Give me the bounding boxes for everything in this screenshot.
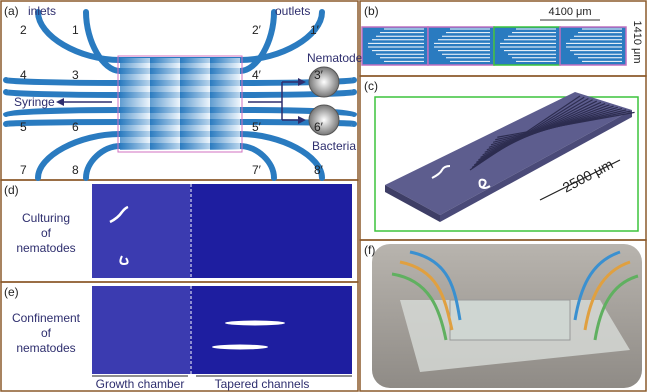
panels-d-e <box>92 184 352 374</box>
caption: Culturing <box>22 211 70 225</box>
port: 6′ <box>314 120 324 134</box>
port: 6 <box>72 120 79 134</box>
panel-label: (d) <box>4 183 19 197</box>
port: 2′ <box>252 23 262 37</box>
chamber-column <box>180 58 210 150</box>
chamber-column <box>150 58 180 150</box>
panel-label: (f) <box>364 243 375 257</box>
panel-a <box>6 12 354 178</box>
chamber-column <box>120 58 150 150</box>
panel-label: (a) <box>4 4 19 18</box>
port: 1 <box>72 23 79 37</box>
port: 8 <box>72 163 79 177</box>
figure: (a) inlets outlets 2 1 4 3 5 6 7 8 2′ 1′… <box>0 0 647 392</box>
tapered-channels-label: Tapered channels <box>215 377 310 391</box>
panel-label: (c) <box>364 79 378 93</box>
port: 1′ <box>310 23 320 37</box>
channel <box>240 92 354 95</box>
port: 3′ <box>314 68 324 82</box>
outlets-label: outlets <box>275 4 310 18</box>
channel <box>86 146 120 178</box>
port: 4′ <box>252 68 262 82</box>
port: 7′ <box>252 163 262 177</box>
caption: of <box>41 226 52 240</box>
channel <box>6 110 120 114</box>
inlets-label: inlets <box>28 4 56 18</box>
nematodes-label: Nematodes <box>307 51 368 65</box>
caption: Confinement <box>12 311 81 325</box>
port: 2 <box>20 23 27 37</box>
panel-label: (e) <box>4 285 19 299</box>
port: 5 <box>20 120 27 134</box>
caption: of <box>41 326 52 340</box>
width-label: 4100 μm <box>548 6 591 18</box>
chamber-column <box>210 58 240 150</box>
port: 7 <box>20 163 27 177</box>
height-label: 1410 μm <box>631 20 643 63</box>
growth-chamber <box>92 286 190 374</box>
port: 8′ <box>314 163 324 177</box>
nematode <box>225 321 285 326</box>
nematode <box>212 345 268 350</box>
port: 5′ <box>252 120 262 134</box>
caption: nematodes <box>16 341 75 355</box>
caption: nematodes <box>16 241 75 255</box>
panel-b <box>362 27 626 65</box>
length-label: 2500 μm <box>560 156 616 196</box>
panel-f <box>372 244 642 388</box>
growth-chamber <box>92 184 190 278</box>
bacteria-label: Bacteria <box>312 139 356 153</box>
growth-chamber-label: Growth chamber <box>96 377 185 391</box>
port: 3 <box>72 68 79 82</box>
channel <box>38 134 120 178</box>
port: 4 <box>20 68 27 82</box>
syringe-label: Syringe <box>14 95 55 109</box>
panel-label: (b) <box>364 4 379 18</box>
channel <box>38 12 120 60</box>
